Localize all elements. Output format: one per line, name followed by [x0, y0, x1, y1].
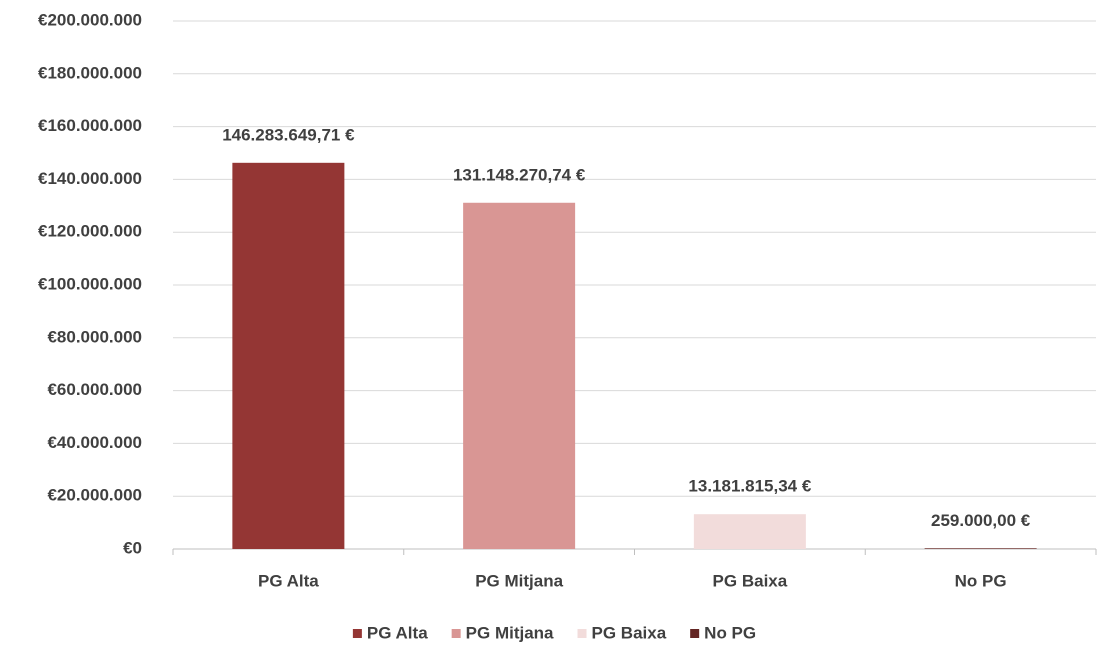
y-tick-label: €20.000.000 — [47, 486, 142, 505]
value-label: 131.148.270,74 € — [453, 165, 586, 184]
bar — [924, 548, 1037, 549]
legend-label: PG Alta — [367, 623, 428, 642]
value-label: 13.181.815,34 € — [688, 477, 811, 496]
legend-swatch — [577, 629, 587, 638]
y-tick-label: €60.000.000 — [47, 380, 142, 399]
value-label: 146.283.649,71 € — [222, 125, 355, 144]
x-tick-label: PG Alta — [258, 571, 319, 590]
y-tick-label: €100.000.000 — [38, 274, 142, 293]
legend-label: No PG — [704, 623, 756, 642]
legend-swatch — [451, 629, 461, 638]
bar — [693, 514, 806, 549]
legend-label: PG Baixa — [592, 623, 667, 642]
x-tick-label: PG Baixa — [713, 571, 788, 590]
bar — [232, 162, 345, 549]
y-tick-label: €80.000.000 — [47, 327, 142, 346]
legend-swatch — [352, 629, 362, 638]
x-tick-label: PG Mitjana — [475, 571, 563, 590]
legend-swatch — [690, 629, 700, 638]
value-label: 259.000,00 € — [931, 511, 1031, 530]
x-tick-label: No PG — [955, 571, 1007, 590]
y-tick-label: €40.000.000 — [47, 433, 142, 452]
y-tick-label: €160.000.000 — [38, 116, 142, 135]
y-tick-label: €200.000.000 — [38, 10, 142, 29]
legend-label: PG Mitjana — [466, 623, 554, 642]
y-tick-label: €140.000.000 — [38, 169, 142, 188]
y-tick-label: €180.000.000 — [38, 63, 142, 82]
y-tick-label: €0 — [123, 538, 142, 557]
y-tick-label: €120.000.000 — [38, 222, 142, 241]
bar — [463, 202, 576, 550]
